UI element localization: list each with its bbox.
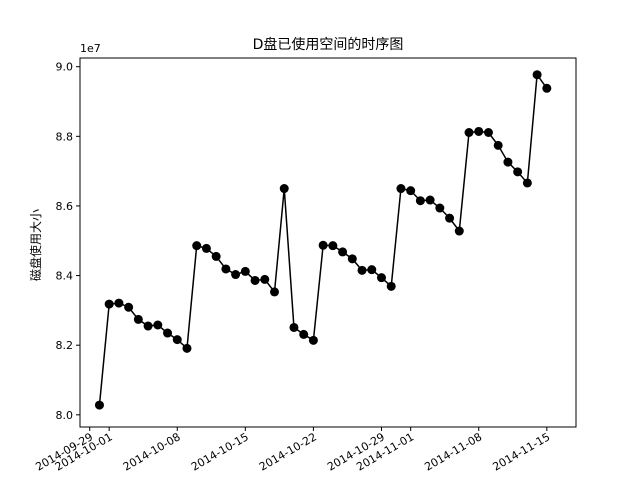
data-point <box>289 322 299 332</box>
chart-title: D盘已使用空间的时序图 <box>253 36 404 53</box>
x-tick-label: 2014-10-08 <box>121 430 183 473</box>
x-tick-label: 2014-11-15 <box>490 430 552 473</box>
data-point <box>435 203 445 213</box>
y-tick-label: 8.0 <box>56 409 74 422</box>
data-point <box>133 314 143 324</box>
data-point <box>503 157 513 167</box>
data-point <box>464 127 474 137</box>
data-point <box>415 196 425 206</box>
data-point <box>260 274 270 284</box>
data-point <box>396 184 406 194</box>
data-point <box>231 270 241 280</box>
data-point <box>357 265 367 275</box>
data-point <box>163 328 173 338</box>
data-point <box>143 321 153 331</box>
data-point <box>425 195 435 205</box>
data-point <box>483 127 493 137</box>
data-point <box>367 265 377 275</box>
data-point <box>522 178 532 188</box>
series-markers <box>94 70 552 410</box>
series-line <box>98 72 548 406</box>
y-tick-label: 8.2 <box>56 339 74 352</box>
data-point <box>338 247 348 257</box>
data-point <box>328 241 338 251</box>
data-point <box>124 302 134 312</box>
x-tick-label: 2014-11-08 <box>422 430 484 473</box>
y-tick-label: 8.6 <box>56 200 74 213</box>
y-axis-ticks: 8.0 8.2 8.4 8.6 8.8 9.0 <box>56 61 80 422</box>
data-point <box>493 140 503 150</box>
data-point <box>454 226 464 236</box>
data-point <box>250 275 260 285</box>
data-point <box>201 243 211 253</box>
data-point <box>270 287 280 297</box>
data-point <box>318 240 328 250</box>
plot-frame <box>79 57 577 428</box>
x-tick-label: 2014-10-15 <box>189 430 251 473</box>
data-point <box>182 343 192 353</box>
y-axis-label: 磁盘使用大小 <box>28 209 43 281</box>
data-point <box>308 335 318 345</box>
y-tick-label: 9.0 <box>56 61 74 74</box>
y-tick-label: 8.4 <box>56 270 74 283</box>
data-point <box>299 329 309 339</box>
data-point <box>192 241 202 251</box>
data-point <box>211 251 221 261</box>
data-point <box>279 184 289 194</box>
data-point <box>104 299 114 309</box>
x-tick-label: 2014-10-22 <box>257 430 319 473</box>
data-point <box>94 400 104 410</box>
data-point <box>386 281 396 291</box>
data-point <box>406 186 416 196</box>
data-point <box>376 273 386 283</box>
data-point <box>240 266 250 276</box>
data-point <box>347 254 357 264</box>
y-tick-label: 8.8 <box>56 130 74 143</box>
data-point <box>153 320 163 330</box>
data-point <box>513 167 523 177</box>
data-point <box>474 126 484 136</box>
y-offset-label: 1e7 <box>80 42 101 55</box>
data-point <box>532 70 542 80</box>
data-point <box>172 335 182 345</box>
data-point <box>221 264 231 274</box>
data-point <box>445 213 455 223</box>
data-point <box>542 83 552 93</box>
data-point <box>114 298 124 308</box>
